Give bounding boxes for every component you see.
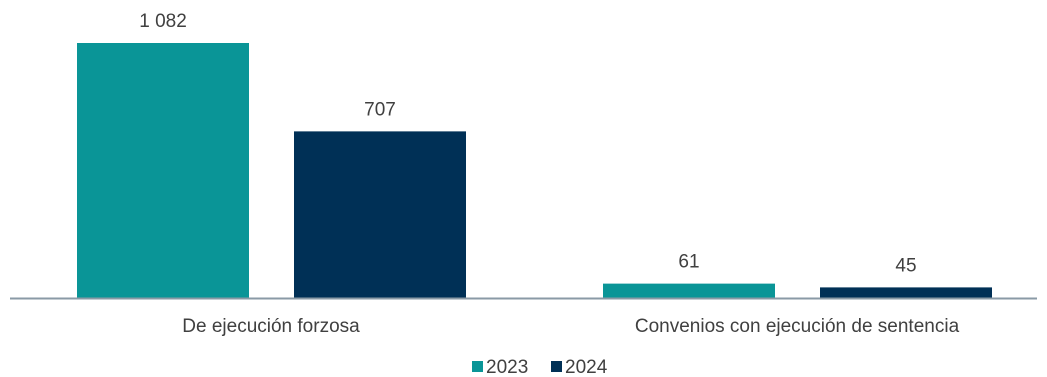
bars-layer <box>77 43 992 298</box>
legend: 2023 2024 <box>472 357 608 377</box>
bar-2024-1 <box>294 131 466 298</box>
category-labels-layer: De ejecución forzosa Convenios con ejecuc… <box>182 316 959 337</box>
bar-2024-2 <box>820 287 992 298</box>
data-label-2023-2: 61 <box>678 252 699 273</box>
category-label-1: De ejecución forzosa <box>182 316 360 337</box>
bar-2023-2 <box>603 283 775 298</box>
data-label-2024-1: 707 <box>364 99 396 120</box>
data-label-2024-2: 45 <box>895 255 916 276</box>
legend-label-2023: 2023 <box>486 357 528 377</box>
legend-label-2024: 2024 <box>565 357 608 377</box>
legend-swatch-2023 <box>472 361 483 372</box>
data-label-2023-1: 1 082 <box>139 11 187 32</box>
legend-swatch-2024 <box>551 361 562 372</box>
value-labels-layer: 1 082 707 61 45 <box>139 11 916 276</box>
category-label-2: Convenios con ejecución de sentencia <box>635 316 960 337</box>
bar-2023-1 <box>77 43 249 298</box>
